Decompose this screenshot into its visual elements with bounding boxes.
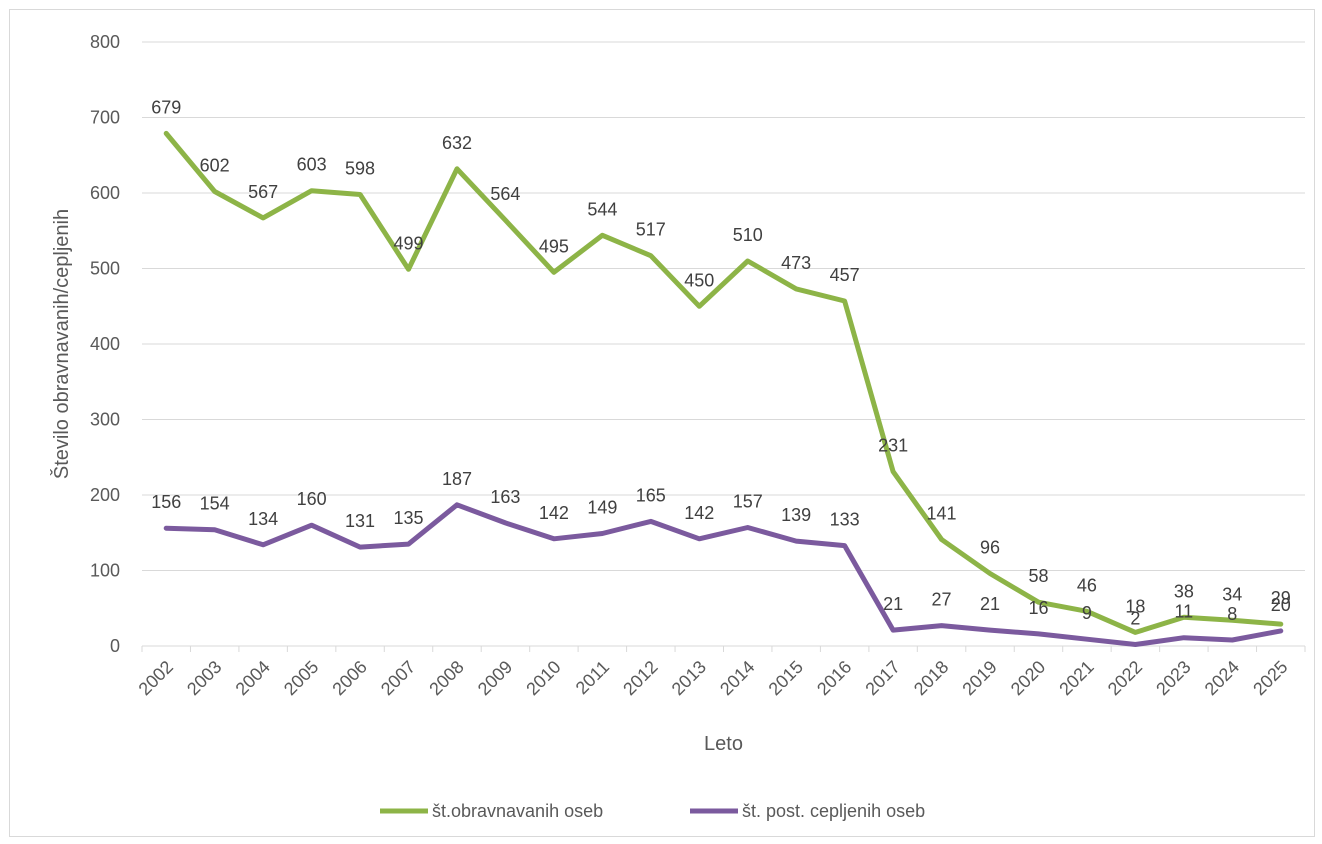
x-tick-label: 2009 [474, 657, 516, 699]
data-label: 135 [393, 508, 423, 528]
data-label: 149 [587, 498, 617, 518]
x-tick-label: 2002 [135, 657, 177, 699]
data-label: 133 [830, 510, 860, 530]
data-label: 9 [1082, 603, 1092, 623]
x-tick-label: 2023 [1152, 657, 1194, 699]
x-tick-label: 2007 [377, 657, 419, 699]
data-label: 27 [932, 590, 952, 610]
data-label: 231 [878, 436, 908, 456]
x-tick-label: 2016 [813, 657, 855, 699]
x-tick-label: 2005 [280, 657, 322, 699]
legend: št.obravnavanih oseb št. post. cepljenih… [380, 801, 925, 821]
data-label: 134 [248, 509, 278, 529]
data-label: 457 [830, 265, 860, 285]
data-label: 20 [1271, 595, 1291, 615]
x-tick-label: 2004 [232, 657, 274, 699]
data-label: 510 [733, 225, 763, 245]
y-tick-label: 500 [90, 259, 120, 279]
x-tick-label: 2021 [1055, 657, 1097, 699]
legend-label-obravnavanih: št.obravnavanih oseb [432, 801, 603, 821]
x-tick-label: 2020 [1007, 657, 1049, 699]
data-label: 38 [1174, 581, 1194, 601]
x-tick-label: 2010 [522, 657, 564, 699]
x-tick-label: 2003 [183, 657, 225, 699]
y-axis-title: Število obravnavanih/cepljenih [50, 209, 73, 479]
data-label: 544 [587, 199, 617, 219]
data-label: 598 [345, 159, 375, 179]
data-label: 450 [684, 270, 714, 290]
data-label: 11 [1175, 602, 1194, 622]
x-tick-label: 2014 [716, 657, 758, 699]
data-label: 495 [539, 236, 569, 256]
gridlines [142, 41, 1305, 647]
data-label: 679 [151, 97, 181, 117]
data-label: 142 [684, 503, 714, 523]
data-label: 517 [636, 220, 666, 240]
x-tick-label: 2011 [572, 657, 614, 699]
y-tick-label: 800 [90, 32, 120, 52]
data-label: 131 [345, 511, 375, 531]
data-label: 603 [297, 155, 327, 175]
data-label: 18 [1125, 596, 1145, 616]
x-tick-label: 2024 [1201, 657, 1243, 699]
data-label: 142 [539, 503, 569, 523]
data-labels: 679 602 567 603 598 499 632 564 495 544 517 450 510 4… [151, 97, 1291, 628]
y-tick-label: 700 [90, 108, 120, 128]
legend-label-cepljenih: št. post. cepljenih oseb [742, 801, 925, 821]
x-axis-ticks: 2002 2003 2004 2005 2006 2007 2008 2009 2010 2011… [135, 646, 1306, 699]
data-label: 2 [1130, 608, 1140, 628]
data-label: 564 [490, 184, 520, 204]
data-label: 165 [636, 485, 666, 505]
data-label: 160 [297, 489, 327, 509]
data-label: 473 [781, 253, 811, 273]
data-label: 34 [1222, 584, 1242, 604]
data-label: 141 [927, 504, 957, 524]
y-tick-label: 400 [90, 334, 120, 354]
y-tick-label: 100 [90, 561, 120, 581]
series-lines [163, 130, 1284, 647]
x-tick-label: 2013 [668, 657, 710, 699]
data-label: 602 [200, 155, 230, 175]
data-label: 499 [393, 233, 423, 253]
x-tick-label: 2022 [1104, 657, 1146, 699]
x-tick-label: 2018 [910, 657, 952, 699]
data-label: 139 [781, 505, 811, 525]
y-tick-label: 300 [90, 410, 120, 430]
y-tick-label: 200 [90, 485, 120, 505]
y-tick-label: 0 [110, 636, 120, 656]
x-tick-label: 2008 [425, 657, 467, 699]
x-tick-label: 2017 [861, 657, 903, 699]
data-label: 29 [1271, 588, 1291, 608]
x-tick-label: 2025 [1249, 657, 1291, 699]
data-label: 21 [980, 594, 1000, 614]
chart-frame [9, 9, 1315, 837]
data-label: 96 [980, 538, 1000, 558]
data-label: 156 [151, 492, 181, 512]
series-line-0 [163, 130, 1284, 635]
data-label: 187 [442, 469, 472, 489]
x-tick-label: 2006 [328, 657, 370, 699]
data-label: 21 [883, 594, 903, 614]
data-label: 16 [1028, 598, 1048, 618]
data-label: 58 [1028, 566, 1048, 586]
data-label: 8 [1227, 604, 1237, 624]
y-tick-label: 600 [90, 183, 120, 203]
data-label: 567 [248, 182, 278, 202]
x-tick-label: 2012 [619, 657, 661, 699]
data-label: 632 [442, 133, 472, 153]
data-label: 163 [490, 487, 520, 507]
x-tick-label: 2015 [765, 657, 807, 699]
data-label: 46 [1077, 575, 1097, 595]
y-axis-ticks: 0 100 200 300 400 500 600 700 800 [90, 32, 120, 656]
x-tick-label: 2019 [958, 657, 1000, 699]
data-label: 154 [200, 494, 230, 514]
series-line-1 [163, 502, 1284, 647]
data-label: 157 [733, 491, 763, 511]
x-axis-title: Leto [704, 733, 743, 755]
